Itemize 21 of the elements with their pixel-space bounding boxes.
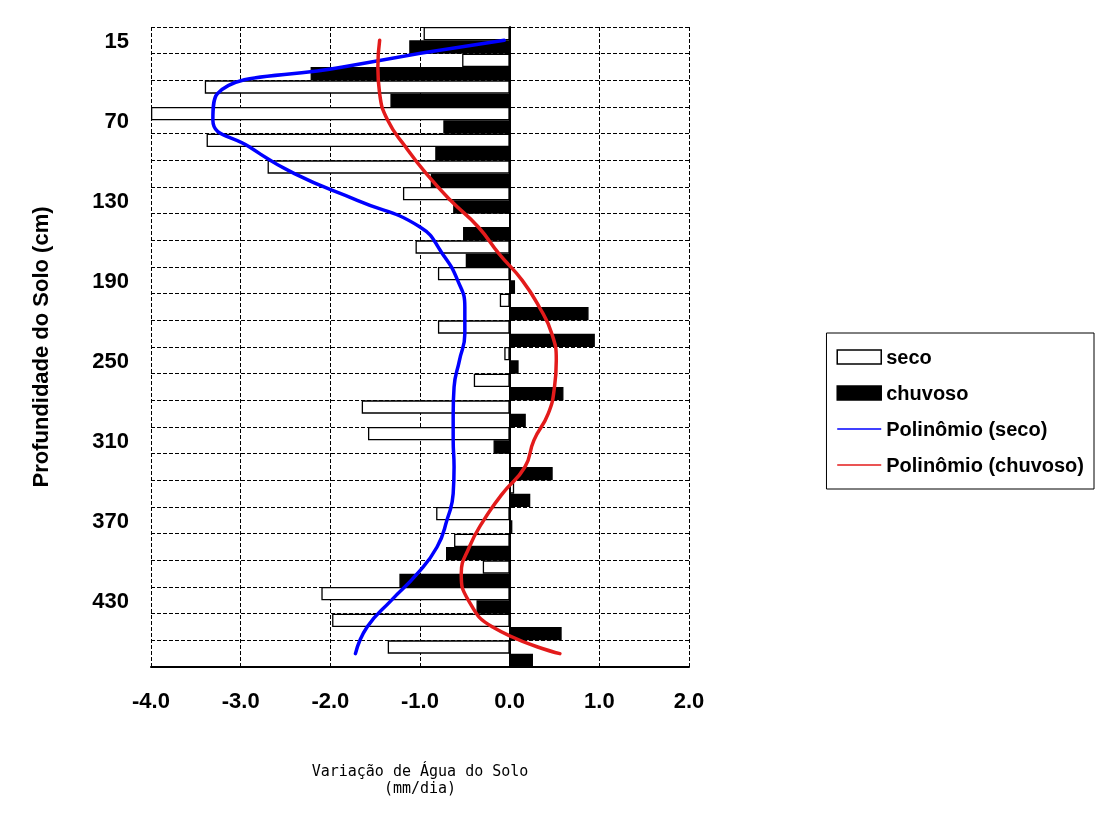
- legend-label: seco: [886, 346, 932, 368]
- x-tick-label: -3.0: [221, 687, 260, 713]
- y-tick-label: 15: [104, 27, 129, 53]
- y-tick-label: 70: [104, 107, 129, 133]
- y-tick-label: 250: [92, 347, 129, 373]
- legend-label: Polinômio (chuvoso): [886, 454, 1085, 476]
- y-tick-label: 370: [92, 507, 129, 533]
- y-tick-label: 130: [92, 187, 129, 213]
- y-tick-label: 310: [92, 427, 129, 453]
- x-tick-label: 1.0: [584, 687, 615, 713]
- x-tick-label: -2.0: [311, 687, 350, 713]
- x-tick-label: -1.0: [401, 687, 439, 713]
- x-tick-label: 0.0: [494, 687, 525, 713]
- legend-label: chuvoso: [886, 382, 969, 404]
- legend-label: Polinômio (seco): [886, 418, 1048, 440]
- y-tick-label: 190: [92, 267, 129, 293]
- y-tick-label: 430: [92, 587, 129, 613]
- y-axis-title: Profundidade do Solo (cm): [27, 206, 53, 488]
- x-tick-label: 2.0: [673, 687, 705, 713]
- x-axis-title: Variação de Água do Solo (mm/dia): [311, 760, 529, 797]
- x-tick-label: -4.0: [132, 687, 170, 713]
